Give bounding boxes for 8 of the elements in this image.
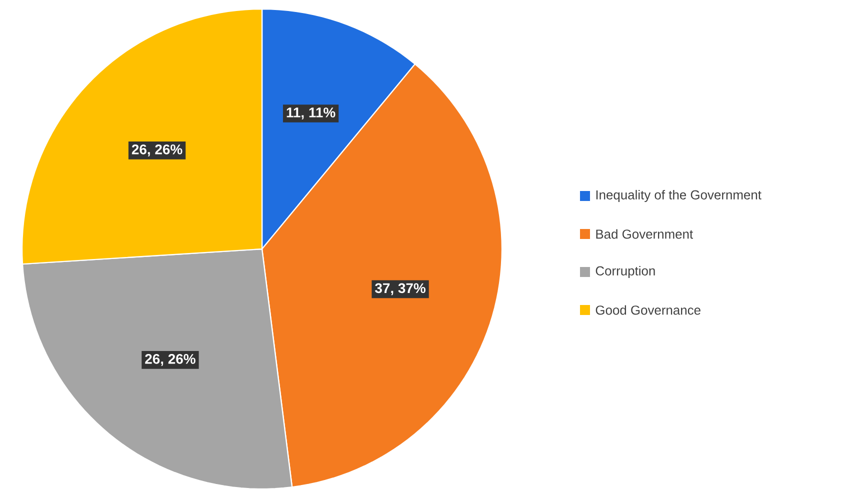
data-label: 26, 26% (132, 144, 182, 156)
data-label: 26, 26% (145, 354, 196, 366)
legend-label: Bad Government (596, 229, 693, 239)
legend-label: Good Governance (596, 305, 700, 315)
data-label: 37, 37% (375, 283, 426, 296)
legend-label: Corruption (596, 266, 655, 278)
legend-label: Inequality of the Government (596, 190, 762, 202)
data-label: 11, 11% (286, 108, 336, 120)
